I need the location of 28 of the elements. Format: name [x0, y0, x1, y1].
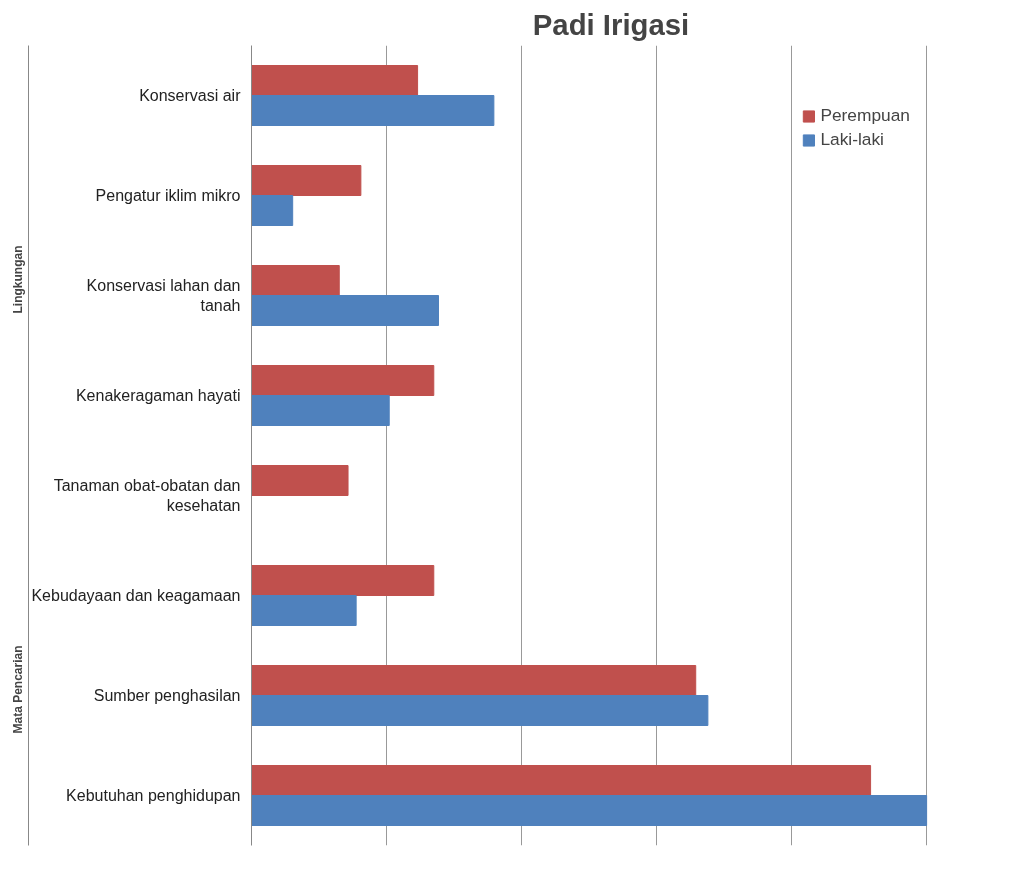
bar: [251, 65, 419, 96]
bar: [251, 265, 340, 296]
legend-label: Perempuan: [820, 105, 910, 126]
bar: [251, 795, 928, 826]
bar: [251, 365, 435, 396]
bar: [251, 165, 362, 196]
bar: [251, 765, 872, 796]
bar: [251, 665, 697, 696]
chart-title: Padi Irigasi: [532, 7, 690, 41]
y-tick-label: Konservasi lahan dan tanah: [86, 276, 241, 315]
bar: [251, 565, 435, 596]
bar: [251, 595, 357, 626]
y-tick-label: Sumber penghasilan: [93, 687, 241, 704]
y-tick-label: Kebudayaan dan keagamaan: [31, 587, 241, 604]
y-tick-label: Pengatur iklim mikro: [95, 187, 241, 204]
bar: [251, 465, 349, 496]
y-tick-label: Tanaman obat-obatan dan kesehatan: [53, 476, 241, 515]
text: Lingkungan: [10, 245, 25, 314]
y-tick-label: Kebutuhan penghidupan: [66, 787, 241, 804]
bar: [251, 295, 440, 326]
y-tick-label: Kenakeragaman hayati: [75, 387, 241, 404]
bar: [251, 95, 495, 126]
legend-label: Laki-laki: [820, 129, 884, 150]
bar: [251, 395, 390, 426]
text: Mata Pencarian: [10, 645, 25, 734]
bar: [251, 195, 294, 226]
bar: [251, 695, 709, 726]
y-tick-label: Konservasi air: [139, 87, 242, 104]
